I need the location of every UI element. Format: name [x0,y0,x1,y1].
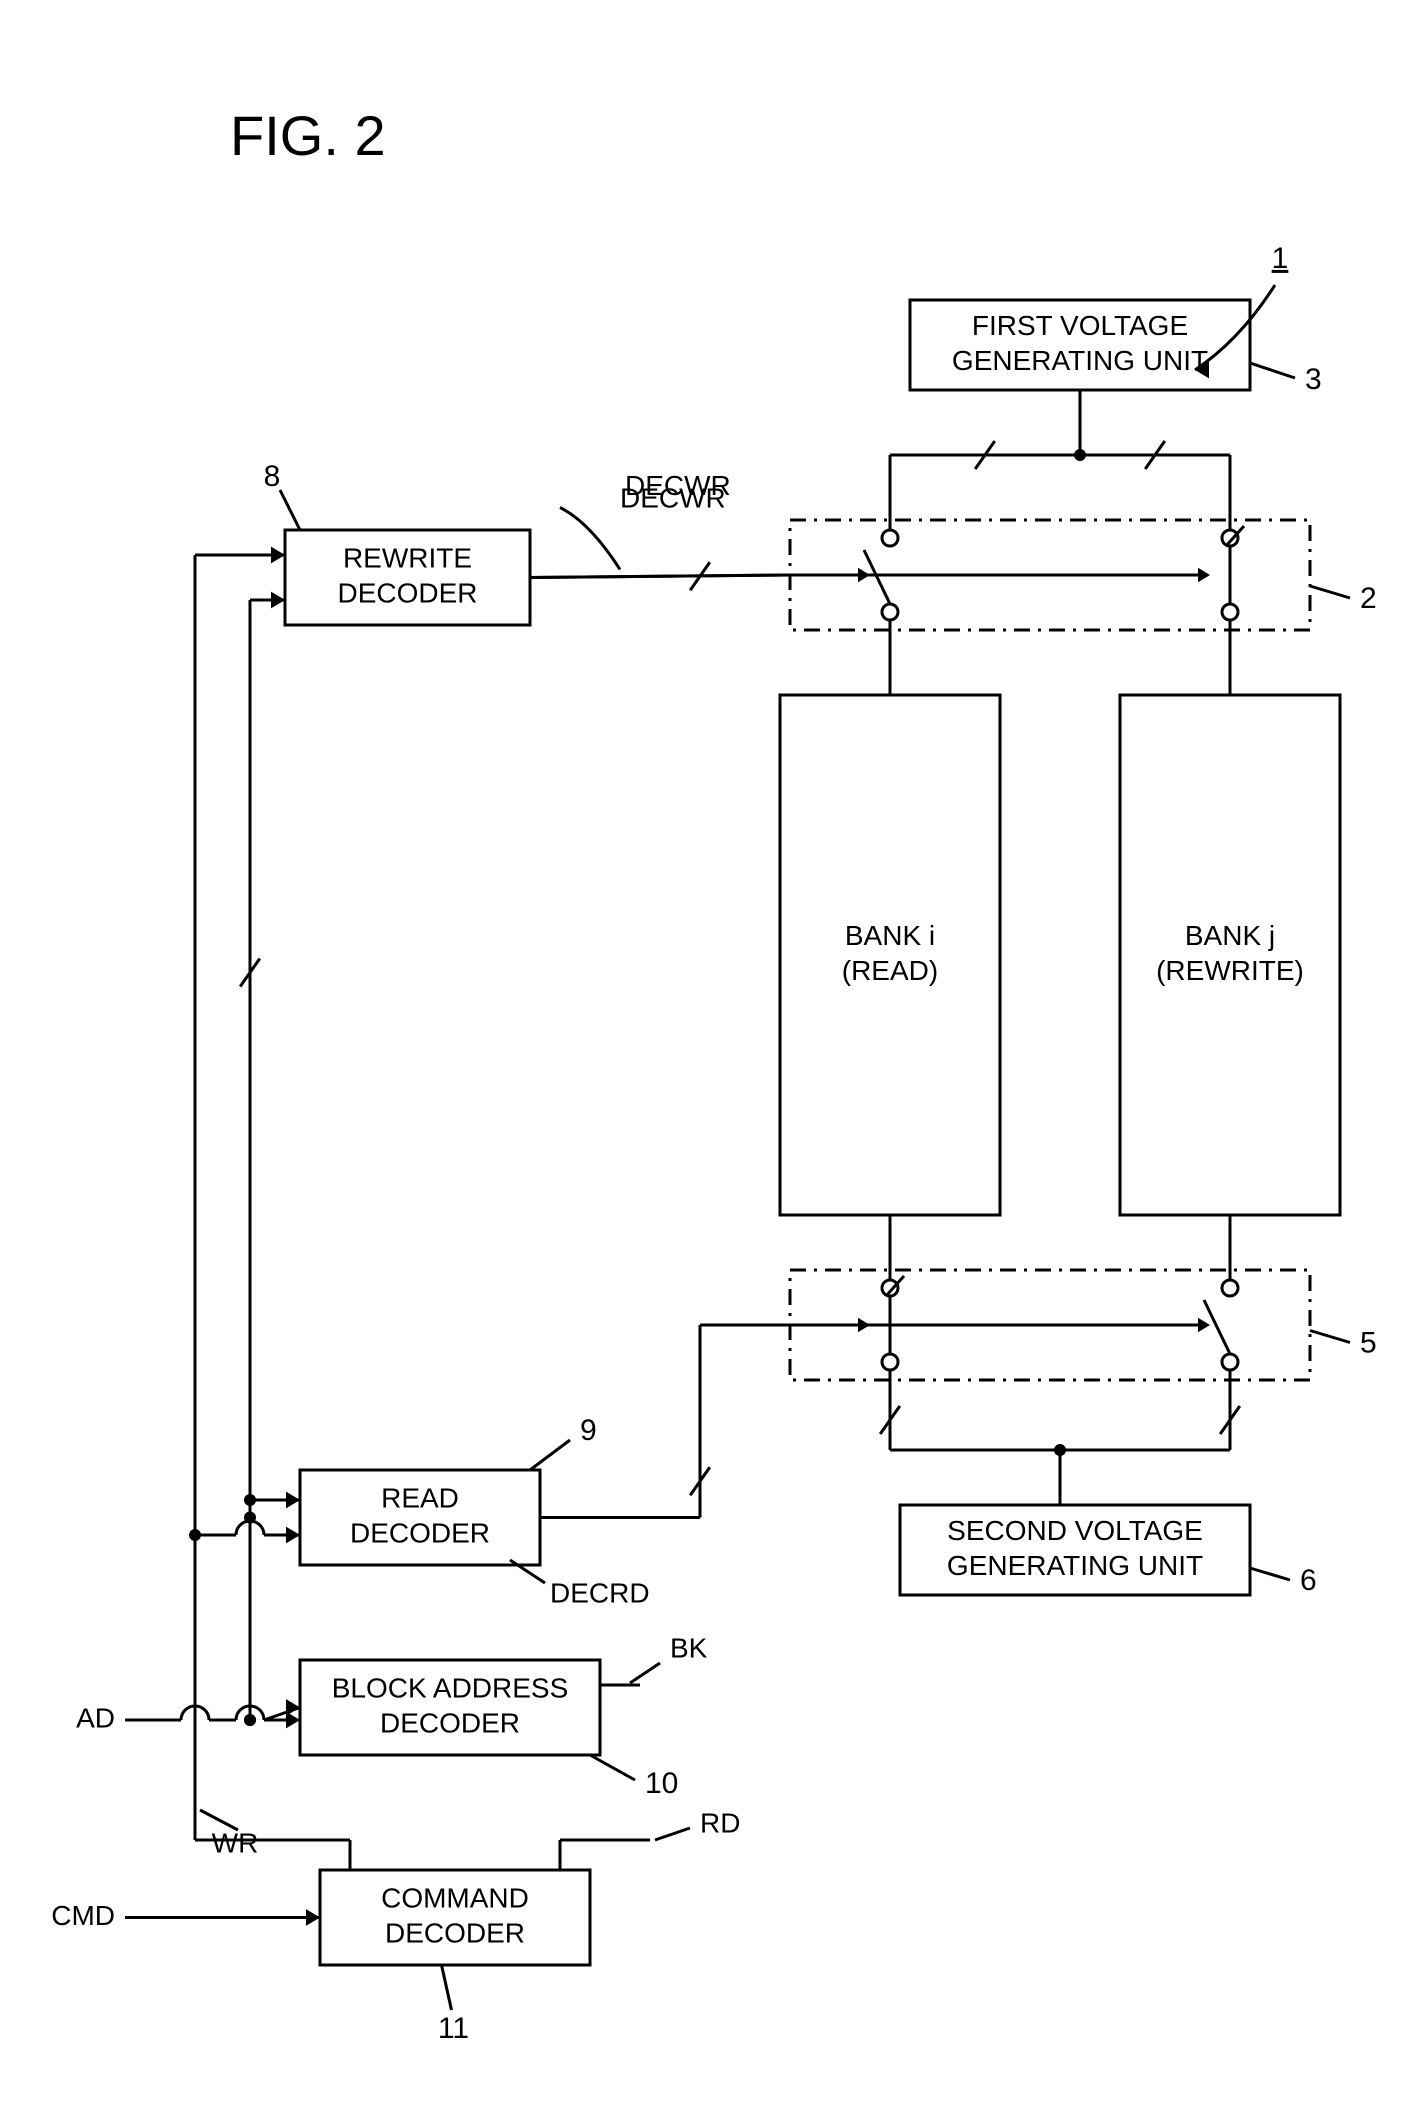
svg-text:1: 1 [1272,242,1289,275]
svg-text:BANK j: BANK j [1185,920,1275,951]
svg-text:DECWR: DECWR [620,482,726,513]
svg-text:CMD: CMD [51,1900,115,1931]
svg-text:DECODER: DECODER [385,1917,525,1948]
svg-text:11: 11 [438,2012,469,2045]
svg-text:10: 10 [645,1767,678,1800]
svg-text:WR: WR [212,1827,259,1858]
svg-text:(REWRITE): (REWRITE) [1156,955,1304,986]
svg-text:2: 2 [1360,582,1377,615]
svg-text:GENERATING UNIT: GENERATING UNIT [952,345,1208,376]
svg-text:(READ): (READ) [842,955,938,986]
svg-text:8: 8 [264,460,281,493]
svg-text:DECODER: DECODER [350,1517,490,1548]
svg-text:COMMAND: COMMAND [381,1882,529,1913]
svg-text:AD: AD [76,1702,115,1733]
svg-text:BK: BK [670,1632,708,1663]
svg-text:6: 6 [1300,1564,1317,1597]
svg-text:3: 3 [1305,363,1322,396]
svg-text:GENERATING UNIT: GENERATING UNIT [947,1550,1203,1581]
svg-text:DECODER: DECODER [337,577,477,608]
svg-text:FIG. 2: FIG. 2 [230,104,386,167]
svg-text:BANK i: BANK i [845,920,935,951]
svg-text:RD: RD [700,1807,740,1838]
svg-text:9: 9 [580,1414,597,1447]
svg-text:FIRST VOLTAGE: FIRST VOLTAGE [972,310,1188,341]
svg-text:DECRD: DECRD [550,1577,650,1608]
svg-text:5: 5 [1360,1326,1377,1359]
svg-text:DECODER: DECODER [380,1707,520,1738]
svg-text:REWRITE: REWRITE [343,542,472,573]
svg-text:SECOND VOLTAGE: SECOND VOLTAGE [947,1515,1203,1546]
svg-text:READ: READ [381,1482,459,1513]
svg-text:BLOCK ADDRESS: BLOCK ADDRESS [332,1672,569,1703]
